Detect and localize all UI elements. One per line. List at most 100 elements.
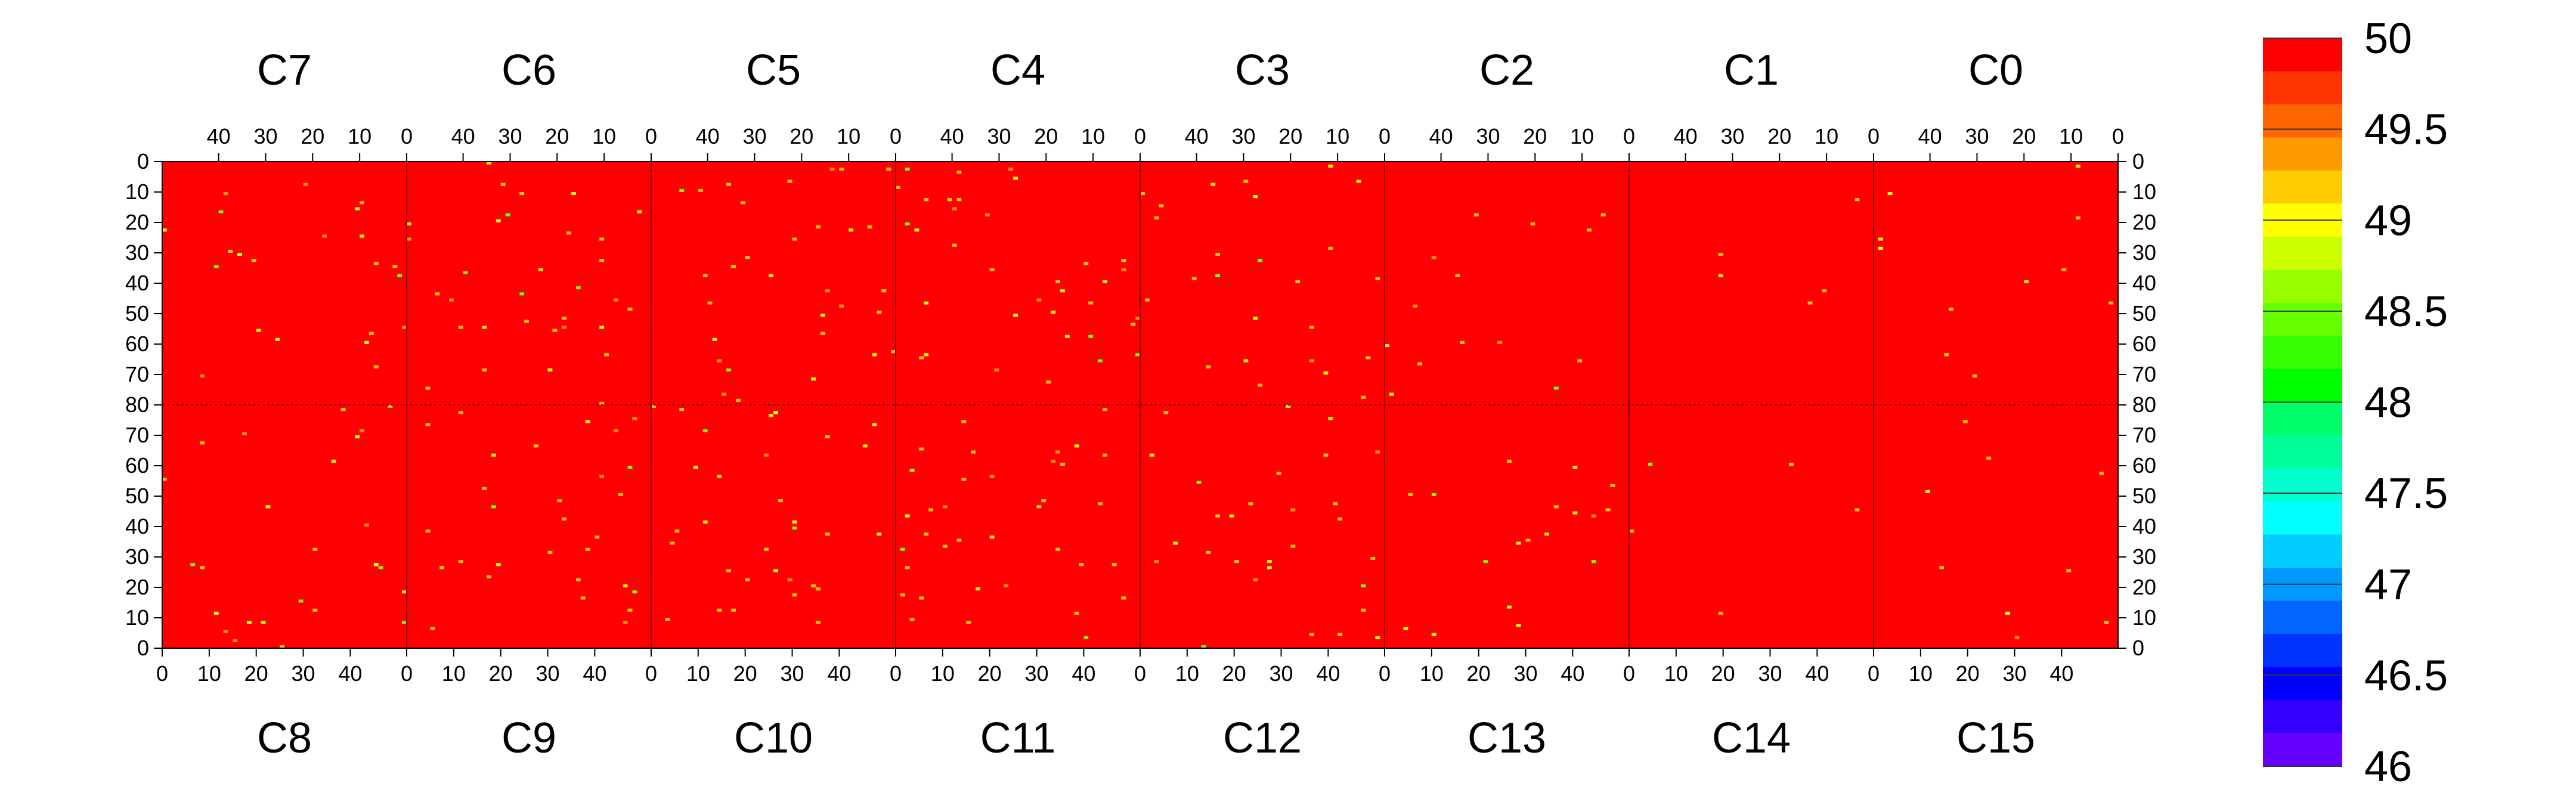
hot-pixel: [1243, 179, 1249, 183]
hot-pixel: [820, 314, 825, 317]
hot-pixel: [1431, 493, 1436, 496]
hot-pixel: [1290, 508, 1296, 512]
hot-pixel: [1718, 253, 1723, 256]
hot-pixel: [435, 292, 440, 296]
color-scale: 50 49.5 49 48.5 48 47.5 47 46.5 46: [2263, 15, 2448, 791]
hot-pixel: [698, 188, 703, 192]
hot-pixel: [740, 201, 745, 205]
hot-pixel: [1243, 359, 1249, 363]
hot-pixel: [787, 179, 792, 183]
hot-pixel: [482, 368, 487, 372]
hot-pixel: [1431, 256, 1436, 259]
left-y-tick-label: 60: [125, 332, 149, 356]
hot-pixel: [1196, 481, 1202, 484]
hot-pixel: [373, 563, 379, 566]
hot-pixel: [496, 219, 501, 222]
hot-pixel: [1375, 277, 1380, 280]
hot-pixel: [233, 639, 238, 642]
top-x-tick-label: 40: [1674, 124, 1698, 148]
top-x-tick-label: 10: [348, 124, 371, 148]
bottom-x-tick-label: 40: [1316, 661, 1340, 686]
hot-pixel: [942, 505, 948, 509]
hot-pixel: [1789, 462, 1794, 466]
top-x-tick-label: 10: [1815, 124, 1838, 148]
hot-pixel: [1088, 335, 1094, 338]
hot-pixel: [1403, 627, 1408, 630]
hot-pixel: [952, 207, 957, 210]
chip-label-top: C4: [990, 47, 1045, 94]
hot-pixel: [769, 414, 773, 417]
hot-pixel: [1135, 353, 1140, 357]
color-scale-band: [2263, 534, 2342, 568]
bottom-x-tick-label: 30: [1758, 661, 1782, 686]
bottom-x-tick-label: 0: [1623, 661, 1635, 686]
hot-pixel: [580, 596, 586, 600]
hot-pixel: [989, 268, 995, 271]
bottom-x-tick-label: 0: [645, 661, 657, 686]
hot-pixel: [1131, 323, 1136, 326]
hot-pixel: [1154, 216, 1159, 219]
top-x-tick-label: 30: [1965, 124, 1989, 148]
hot-pixel: [674, 530, 680, 533]
hot-pixel: [491, 453, 496, 457]
hot-pixel: [815, 587, 821, 591]
hot-pixel: [909, 469, 915, 472]
hot-pixel: [1163, 411, 1169, 414]
hot-pixel: [599, 326, 605, 329]
hot-pixel: [2061, 268, 2067, 271]
hot-pixel: [1962, 420, 1968, 423]
hot-pixel: [1648, 462, 1653, 466]
hot-pixel: [862, 444, 868, 448]
hot-pixel: [717, 359, 722, 363]
hot-pixel: [1460, 340, 1465, 344]
hot-pixel: [360, 429, 365, 432]
top-x-tick-label: 40: [207, 124, 231, 148]
axes: 40 30 20 10 0 40 30 20 10 0 40 30 20 10 0 40 30 20 10 0 40 30…: [125, 124, 2156, 686]
hot-pixel: [2014, 636, 2020, 639]
hot-pixel: [905, 222, 910, 226]
hot-pixel: [1111, 563, 1117, 566]
right-y-tick-label: 40: [2132, 514, 2156, 538]
left-y-tick-label: 0: [137, 636, 149, 660]
right-y-tick-label: 60: [2132, 453, 2156, 478]
hot-pixel: [839, 304, 844, 308]
hot-pixel: [439, 566, 445, 569]
hot-pixel: [505, 213, 510, 216]
right-y-tick-label: 20: [2132, 210, 2156, 234]
hot-pixel: [1361, 584, 1366, 587]
hot-pixel: [632, 417, 637, 420]
hot-pixel: [1417, 362, 1423, 366]
hot-pixel: [773, 411, 778, 414]
hot-pixel: [966, 621, 971, 624]
chip-label-top: C7: [257, 47, 312, 94]
hot-pixel: [956, 198, 962, 202]
left-y-tick-label: 20: [125, 575, 149, 599]
bottom-x-tick-label: 30: [1270, 661, 1293, 686]
hot-pixel: [1206, 550, 1211, 554]
hot-pixel: [1572, 511, 1578, 515]
hot-pixel: [1253, 317, 1258, 320]
hot-pixel: [1055, 547, 1060, 551]
hot-pixel: [1718, 611, 1723, 615]
hot-pixel: [1083, 262, 1089, 265]
hot-pixel: [952, 243, 957, 247]
hot-pixel: [1215, 253, 1221, 256]
bottom-x-tick-label: 30: [1025, 661, 1049, 686]
left-y-tick-label: 30: [125, 240, 149, 265]
bottom-x-tick-label: 20: [1222, 661, 1246, 686]
left-y-tick-label: 80: [125, 392, 149, 417]
hot-pixel: [1572, 466, 1578, 469]
hot-pixel: [679, 408, 685, 411]
bottom-x-tick-label: 0: [890, 661, 902, 686]
hot-pixel: [1309, 633, 1314, 636]
hot-pixel: [1276, 472, 1281, 475]
right-y-tick-label: 10: [2132, 605, 2156, 630]
color-scale-band: [2263, 71, 2342, 105]
hot-pixel: [1591, 560, 1596, 564]
left-y-tick-label: 50: [125, 484, 149, 508]
bottom-x-tick-label: 30: [536, 661, 560, 686]
hot-pixel: [971, 450, 976, 454]
chip-label-bottom: C13: [1467, 714, 1546, 762]
